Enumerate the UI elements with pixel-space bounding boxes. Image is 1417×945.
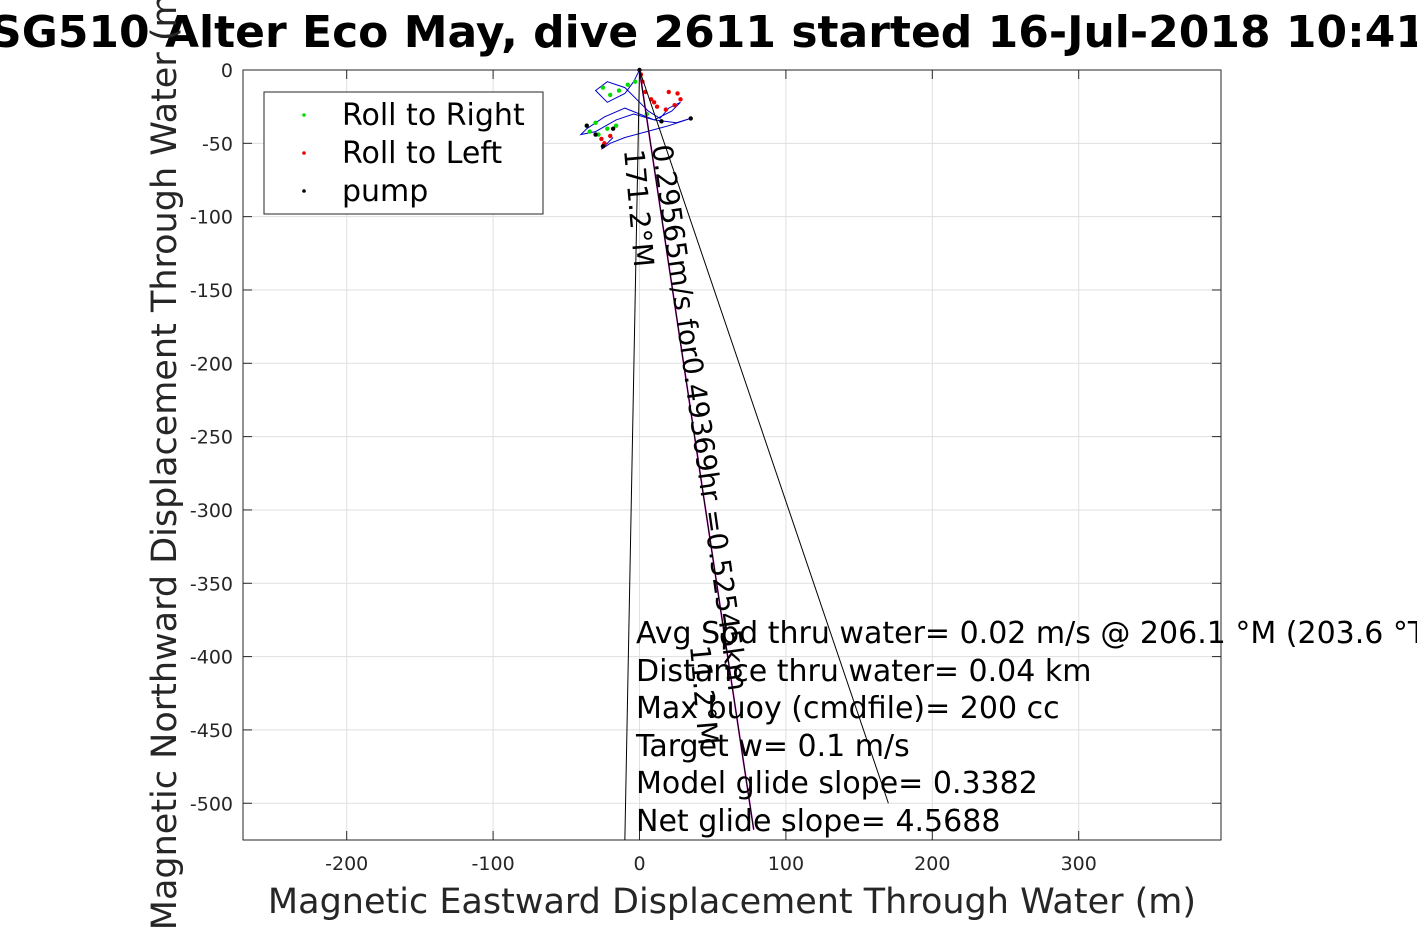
- point-roll-to-left: [675, 91, 680, 96]
- annotation-distance: Distance thru water= 0.04 km: [636, 654, 1091, 689]
- point-pump: [610, 126, 616, 131]
- legend-label-roll-right: Roll to Right: [342, 98, 525, 133]
- trajectory-line: [579, 69, 691, 150]
- y-tick-label: -50: [202, 133, 233, 155]
- x-tick-label: 200: [914, 853, 950, 875]
- annotation-max-buoy: Max buoy (cmdfile)= 200 cc: [636, 691, 1060, 726]
- y-axis-label: Magnetic Northward Displacement Through …: [145, 0, 185, 930]
- point-roll-to-left: [651, 100, 657, 105]
- annotation-avg-speed: Avg Spd thru water= 0.02 m/s @ 206.1 °M …: [636, 616, 1417, 651]
- point-roll-to-right: [616, 88, 622, 93]
- legend-marker-roll-right: [302, 113, 306, 117]
- point-roll-to-left: [672, 102, 677, 108]
- vector-line: [624, 69, 640, 840]
- vector-line: [639, 69, 755, 830]
- point-roll-to-right: [608, 92, 613, 98]
- point-roll-to-left: [608, 133, 613, 139]
- vector-line: [639, 69, 889, 804]
- annotation-net-glide: Net glide slope= 4.5688: [636, 804, 1000, 839]
- legend-label-pump: pump: [342, 174, 428, 209]
- y-tick-label: -400: [190, 647, 233, 669]
- legend-label-roll-left: Roll to Left: [342, 136, 502, 171]
- point-roll-to-right: [613, 123, 619, 128]
- x-axis-label: Magnetic Eastward Displacement Through W…: [268, 882, 1196, 922]
- legend-marker-roll-left: [302, 151, 306, 155]
- point-pump: [659, 119, 664, 124]
- y-tick-label: -250: [190, 427, 233, 449]
- annotation-block: Avg Spd thru water= 0.02 m/s @ 206.1 °M …: [635, 616, 1417, 839]
- y-tick-label: -300: [190, 500, 233, 522]
- y-tick-label: 0: [221, 60, 233, 82]
- annotation-model-glide: Model glide slope= 0.3382: [636, 766, 1038, 801]
- legend-box: [263, 91, 544, 215]
- point-roll-to-right: [625, 82, 630, 87]
- point-roll-to-left: [654, 104, 660, 109]
- y-tick-label: -450: [190, 720, 233, 742]
- plot-area-frame: [242, 69, 1222, 841]
- y-tick-label: -500: [190, 793, 233, 815]
- point-roll-to-right: [605, 126, 610, 131]
- point-roll-to-left: [599, 136, 604, 142]
- axis-ticks: -200 -100 0 100 200 300 0 -50 -100 -150 -200 -250 -3…: [190, 60, 1221, 875]
- y-tick-label: -100: [190, 207, 233, 229]
- point-roll-to-left: [666, 89, 671, 95]
- point-roll-to-right: [632, 79, 638, 84]
- point-pump: [600, 144, 606, 149]
- legend: Roll to Right Roll to Left pump: [263, 91, 544, 215]
- point-roll-to-right: [593, 120, 598, 125]
- point-pump: [688, 116, 693, 121]
- chart-title: SG510 Alter Eco May, dive 2611 started 1…: [0, 7, 1417, 58]
- point-roll-to-right: [587, 129, 592, 134]
- point-pump: [584, 123, 589, 128]
- point-roll-to-right: [600, 85, 606, 90]
- y-tick-label: -150: [190, 280, 233, 302]
- x-tick-label: -200: [325, 853, 368, 875]
- x-tick-label: 100: [768, 853, 804, 875]
- point-pump: [593, 132, 598, 137]
- y-tick-label: -200: [190, 353, 233, 375]
- x-tick-label: -100: [472, 853, 515, 875]
- y-tick-label: -350: [190, 573, 233, 595]
- legend-marker-pump: [302, 189, 306, 193]
- annotation-target-w: Target w= 0.1 m/s: [635, 729, 910, 764]
- point-roll-to-left: [663, 107, 669, 112]
- point-roll-to-left: [678, 97, 683, 102]
- x-tick-label: 0: [633, 853, 645, 875]
- x-tick-label: 300: [1061, 853, 1097, 875]
